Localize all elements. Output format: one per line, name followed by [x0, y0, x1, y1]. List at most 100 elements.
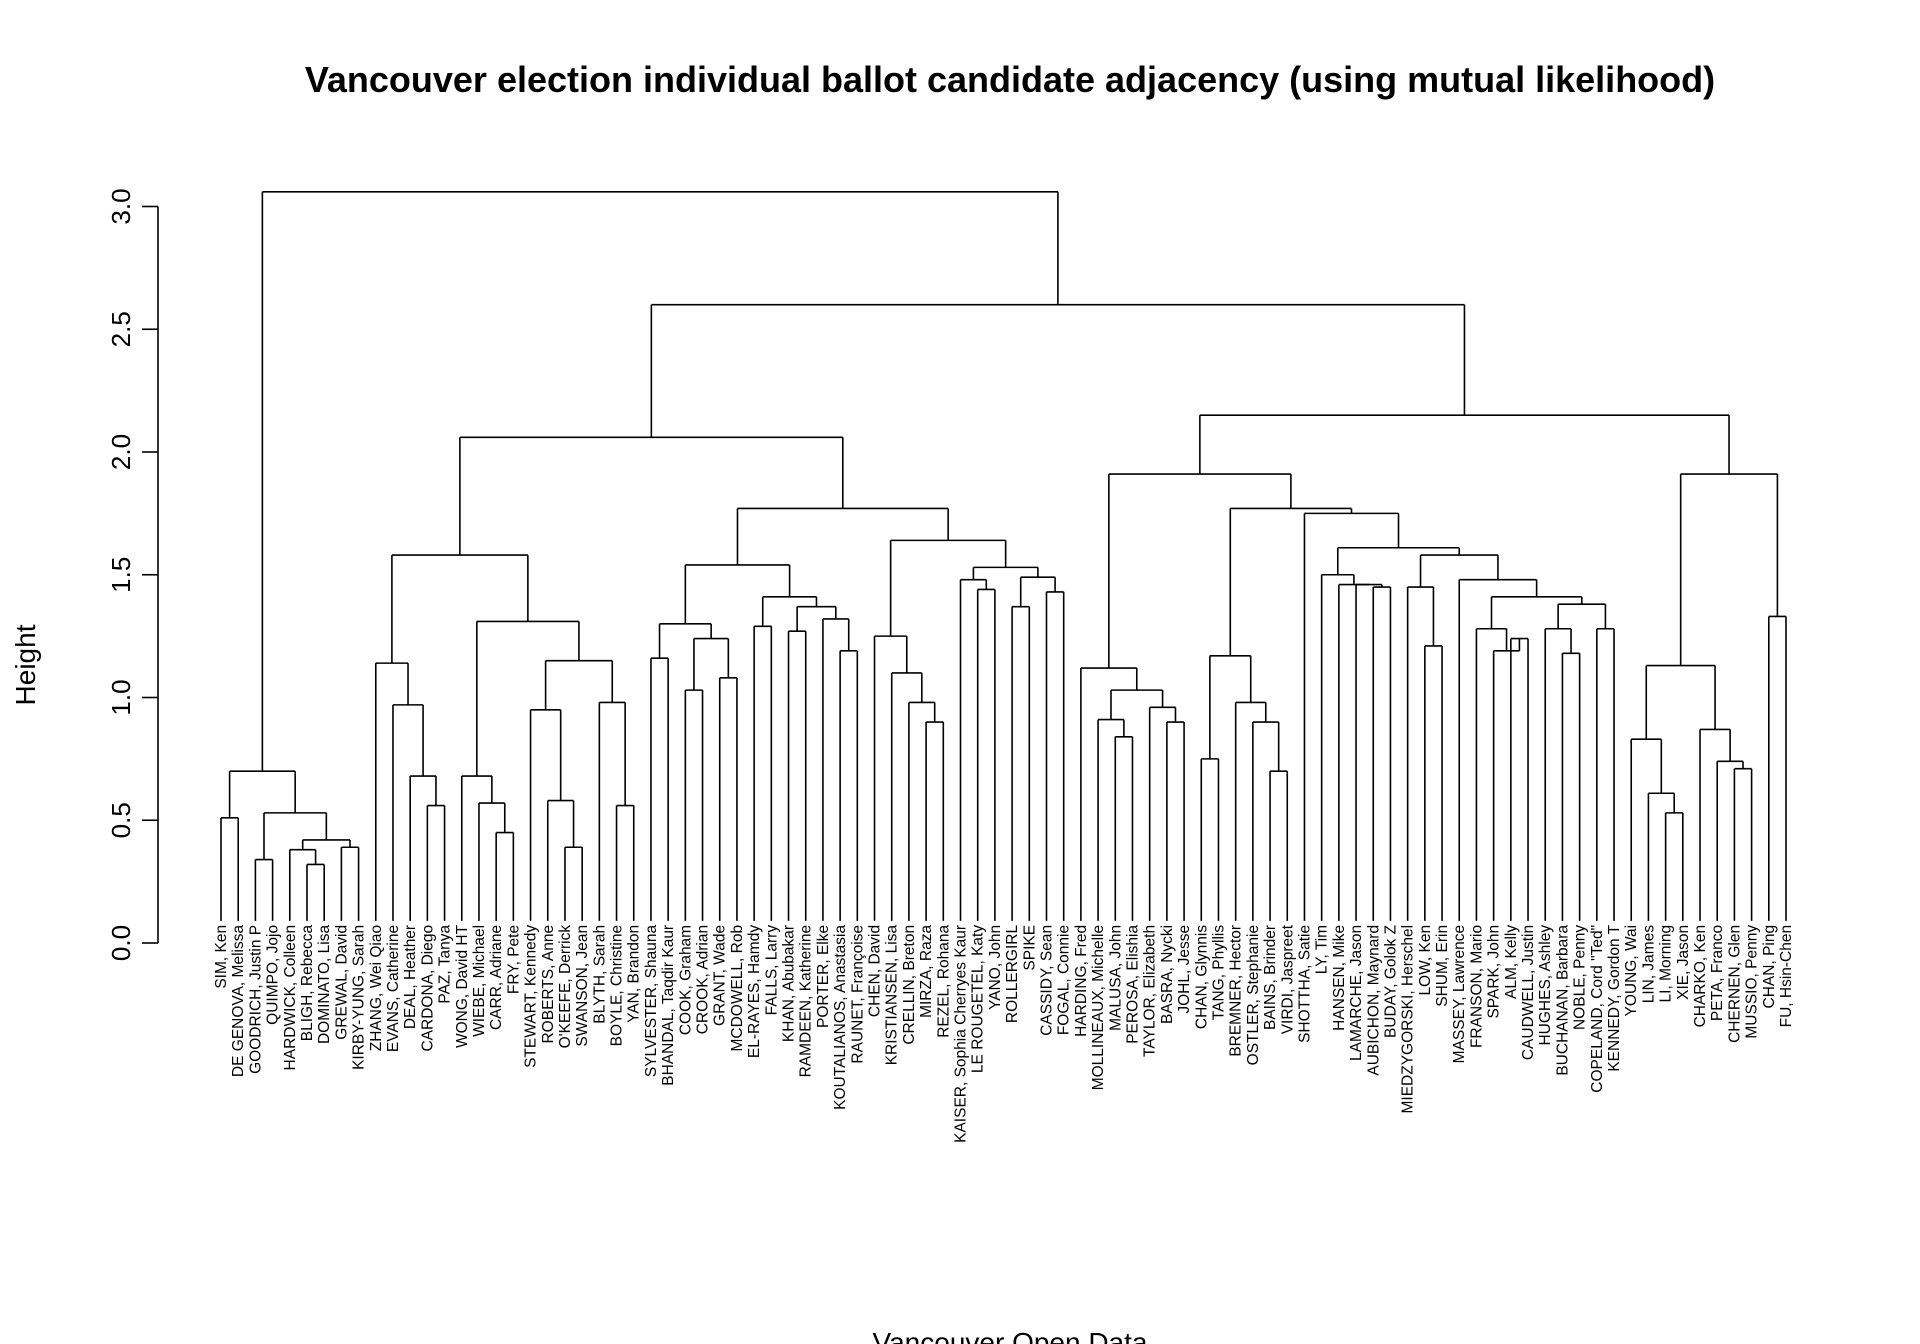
leaf-labels: SIM, Ken DE GENOVA, Melissa GOODRICH, Just… — [213, 924, 1795, 1143]
leaf-label: SHUM, Erin — [1434, 925, 1451, 1007]
leaf-label: CHARKO, Ken — [1692, 925, 1709, 1028]
leaf-label: KIRBY-YUNG, Sarah — [351, 925, 368, 1070]
leaf-label: BUDAY, Golok Z — [1382, 925, 1399, 1038]
leaf-label: HUGHES, Ashley — [1537, 925, 1554, 1046]
y-tick-label: 1.5 — [106, 557, 136, 593]
leaf-label: DEAL, Heather — [402, 925, 419, 1029]
leaf-label: BUCHANAN, Barbara — [1554, 925, 1571, 1076]
leaf-label: MOLLINEAUX, Michelle — [1090, 925, 1107, 1090]
leaf-label: REZEL, Rohana — [935, 925, 952, 1038]
leaf-label: BASRA, Nycki — [1159, 925, 1176, 1024]
y-tick-label: 2.0 — [106, 434, 136, 470]
leaf-label: BLIGH, Rebecca — [299, 925, 316, 1042]
leaf-label: PORTER, Elke — [815, 925, 832, 1028]
leaf-label: KRISTIANSEN, Lisa — [884, 925, 901, 1066]
leaf-label: LE ROUGETEL, Katy — [970, 925, 987, 1073]
leaf-label: CAUDWELL, Justin — [1520, 925, 1537, 1060]
leaf-label: PETA, Franco — [1709, 925, 1726, 1021]
leaf-label: COOK, Graham — [677, 925, 694, 1035]
leaf-label: MCDOWELL, Rob — [729, 925, 746, 1052]
leaf-label: SYLVESTER, Shauna — [643, 925, 660, 1078]
y-tick-label: 0.0 — [106, 925, 136, 961]
leaf-label: RAMDEEN, Katherine — [798, 925, 815, 1077]
y-axis: 0.0 0.5 1.0 1.5 2.0 2.5 3.0 — [106, 188, 159, 961]
leaf-label: BREMNER, Hector — [1228, 925, 1245, 1057]
leaf-label: FU, Hsin-Chen — [1778, 925, 1795, 1028]
leaf-label: TANG, Phyllis — [1210, 925, 1227, 1021]
leaf-label: SWANSON, Jean — [574, 925, 591, 1047]
leaf-label: ROBERTS, Anne — [540, 925, 557, 1044]
leaf-label: CRELLIN, Breton — [901, 925, 918, 1045]
y-tick-label: 2.5 — [106, 311, 136, 347]
leaf-label: CHAN, Ping — [1761, 925, 1778, 1009]
x-axis-label: Vancouver Open Data — [873, 1327, 1148, 1344]
leaf-label: SPARK, John — [1486, 925, 1503, 1019]
leaf-label: KHAN, Abubakar — [781, 925, 798, 1042]
leaf-label: PAZ, Tanya — [437, 925, 454, 1004]
leaf-label: CHERNEN, Glen — [1726, 925, 1743, 1043]
leaf-label: OSTLER, Stephanie — [1245, 925, 1262, 1065]
leaf-label: BHANDAL, Taqdir Kaur — [660, 925, 677, 1086]
leaf-label: FRY, Pete — [505, 925, 522, 994]
leaf-label: BAINS, Brinder — [1262, 925, 1279, 1030]
leaf-label: CARDONA, Diego — [419, 925, 436, 1052]
leaf-label: GRANT, Wade — [712, 925, 729, 1026]
leaf-label: HANSEN, Mike — [1331, 925, 1348, 1031]
leaf-label: FRANSON, Mario — [1468, 925, 1485, 1048]
leaf-label: ZHANG, Wei Qiao — [368, 925, 385, 1051]
y-tick-label: 3.0 — [106, 188, 136, 224]
leaf-label: GREWAL, David — [333, 925, 350, 1040]
leaf-label: CROOK, Adrian — [695, 925, 712, 1034]
leaf-label: SHOTTHA, Satie — [1296, 925, 1313, 1043]
leaf-label: LOW, Ken — [1417, 925, 1434, 996]
leaf-label: AUBICHON, Maynard — [1365, 925, 1382, 1076]
leaf-label: HARDWICK, Colleen — [282, 925, 299, 1071]
leaf-label: XIE, Jason — [1675, 925, 1692, 1000]
leaf-label: O'KEEFE, Derrick — [557, 925, 574, 1049]
leaf-label: YAN, Brandon — [626, 925, 643, 1023]
leaf-label: EVANS, Catherine — [385, 925, 402, 1052]
leaf-label: JOHL, Jesse — [1176, 925, 1193, 1014]
leaf-label: FALLS, Larry — [763, 925, 780, 1016]
leaf-label: MASSEY, Lawrence — [1451, 925, 1468, 1063]
leaf-label: CASSIDY, Sean — [1038, 925, 1055, 1036]
leaf-label: MALUSA, John — [1107, 925, 1124, 1031]
leaf-label: YOUNG, Wai — [1623, 925, 1640, 1017]
leaf-label: CHEN, David — [867, 925, 884, 1017]
leaf-label: CHAN, Glynnis — [1193, 925, 1210, 1029]
leaf-label: MUSSIO, Penny — [1744, 925, 1761, 1039]
leaf-label: PEROSA, Elishia — [1124, 925, 1141, 1044]
leaf-label: ALM, Kelly — [1503, 925, 1520, 999]
leaf-label: EL-RAYES, Hamdy — [746, 925, 763, 1058]
leaf-label: FOGAL, Connie — [1056, 925, 1073, 1035]
y-tick-label: 1.0 — [106, 679, 136, 715]
leaf-label: KOUTALIANOS, Anastasia — [832, 925, 849, 1110]
leaf-label: DE GENOVA, Melissa — [230, 925, 247, 1078]
leaf-label: BLYTH, Sarah — [591, 925, 608, 1024]
leaf-label: TAYLOR, Elizabeth — [1142, 925, 1159, 1057]
leaf-label: SIM, Ken — [213, 925, 230, 989]
leaf-label: LI, Morning — [1658, 925, 1675, 1003]
chart-title: Vancouver election individual ballot can… — [305, 59, 1715, 100]
leaf-label: STEWART, Kennedy — [523, 925, 540, 1068]
leaf-label: VIRDI, Jaspreet — [1279, 924, 1296, 1034]
leaf-label: QUIMPO, Jojo — [265, 925, 282, 1025]
leaf-label: DOMINATO, Lisa — [316, 925, 333, 1045]
leaf-label: HARDING, Fred — [1073, 925, 1090, 1037]
leaf-label: NOBLE, Penny — [1572, 925, 1589, 1030]
leaf-label: LIN, James — [1640, 925, 1657, 1004]
leaf-label: YANO, John — [987, 925, 1004, 1010]
leaf-label: WIEBE, Michael — [471, 925, 488, 1037]
y-axis-label: Height — [10, 624, 41, 705]
leaf-label: GOODRICH, Justin P — [247, 925, 264, 1074]
dendrogram-segments — [220, 190, 1787, 921]
leaf-label: ROLLERGIRL — [1004, 925, 1021, 1024]
leaf-label: KAISER, Sophia Cherryes Kaur — [953, 925, 970, 1143]
leaf-label: KENNEDY, Gordon T — [1606, 924, 1623, 1071]
leaf-label: WONG, David HT — [454, 924, 471, 1048]
leaf-label: LAMARCHE, Jason — [1348, 925, 1365, 1061]
leaf-label: BOYLE, Christine — [609, 925, 626, 1046]
leaf-label: LY, Tim — [1314, 925, 1331, 974]
leaf-label: COPELAND, Cord "Ted" — [1589, 925, 1606, 1093]
